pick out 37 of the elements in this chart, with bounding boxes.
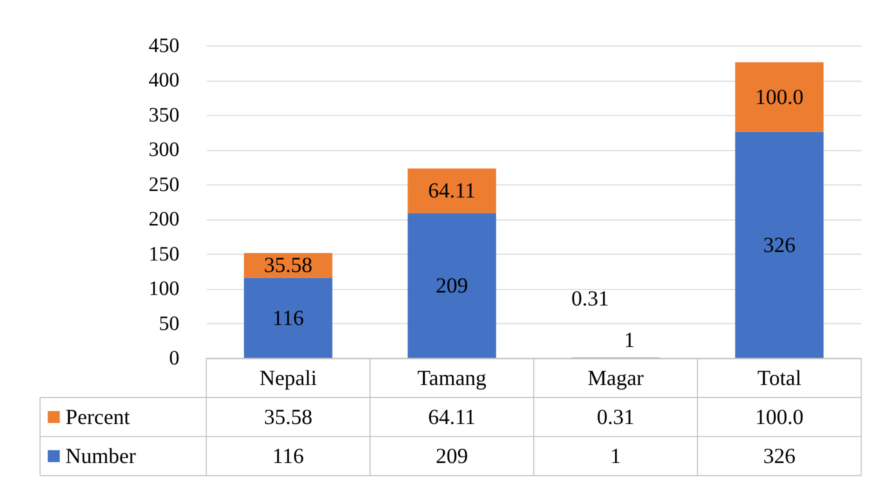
data-label: 209 xyxy=(436,444,468,468)
y-tick-label: 300 xyxy=(148,139,180,162)
y-tick-label: 50 xyxy=(158,312,180,335)
y-tick-label: 450 xyxy=(148,34,180,57)
x-tick-label: Total xyxy=(757,366,802,390)
x-tick-label: Magar xyxy=(588,366,644,390)
y-tick-label: 250 xyxy=(148,174,180,196)
data-label: 64.11 xyxy=(428,404,476,429)
y-tick-label: 350 xyxy=(148,104,180,126)
data-label: 100.0 xyxy=(755,404,804,429)
text: 1 xyxy=(624,328,635,352)
bar xyxy=(735,132,824,358)
y-tick-label: 100 xyxy=(148,278,180,300)
text: 35.58 xyxy=(264,253,312,278)
x-tick-label: Nepali xyxy=(259,366,317,390)
data-label: 1 xyxy=(610,444,622,468)
y-tick-label: 200 xyxy=(148,208,180,231)
bar xyxy=(408,168,496,214)
y-tick-label: 400 xyxy=(148,70,180,92)
text: 116 xyxy=(272,306,304,330)
text: 64.11 xyxy=(428,178,476,203)
x-tick-label: Tamang xyxy=(417,366,487,390)
text: 209 xyxy=(436,274,468,298)
data-label: 116 xyxy=(272,444,304,468)
data-label: 35.58 xyxy=(264,404,312,429)
text: 326 xyxy=(763,232,796,257)
bar xyxy=(244,278,332,358)
legend-label: Number xyxy=(66,444,136,468)
data-label: 0.31 xyxy=(596,404,634,429)
legend-label: Percent xyxy=(66,404,130,429)
text: 0.31 xyxy=(571,286,610,311)
bar xyxy=(735,62,824,132)
y-tick-label: 150 xyxy=(148,243,180,266)
bar xyxy=(408,213,496,358)
data-label: 326 xyxy=(763,444,796,468)
text: 100.0 xyxy=(755,84,804,109)
y-tick-label: 0 xyxy=(169,348,180,370)
